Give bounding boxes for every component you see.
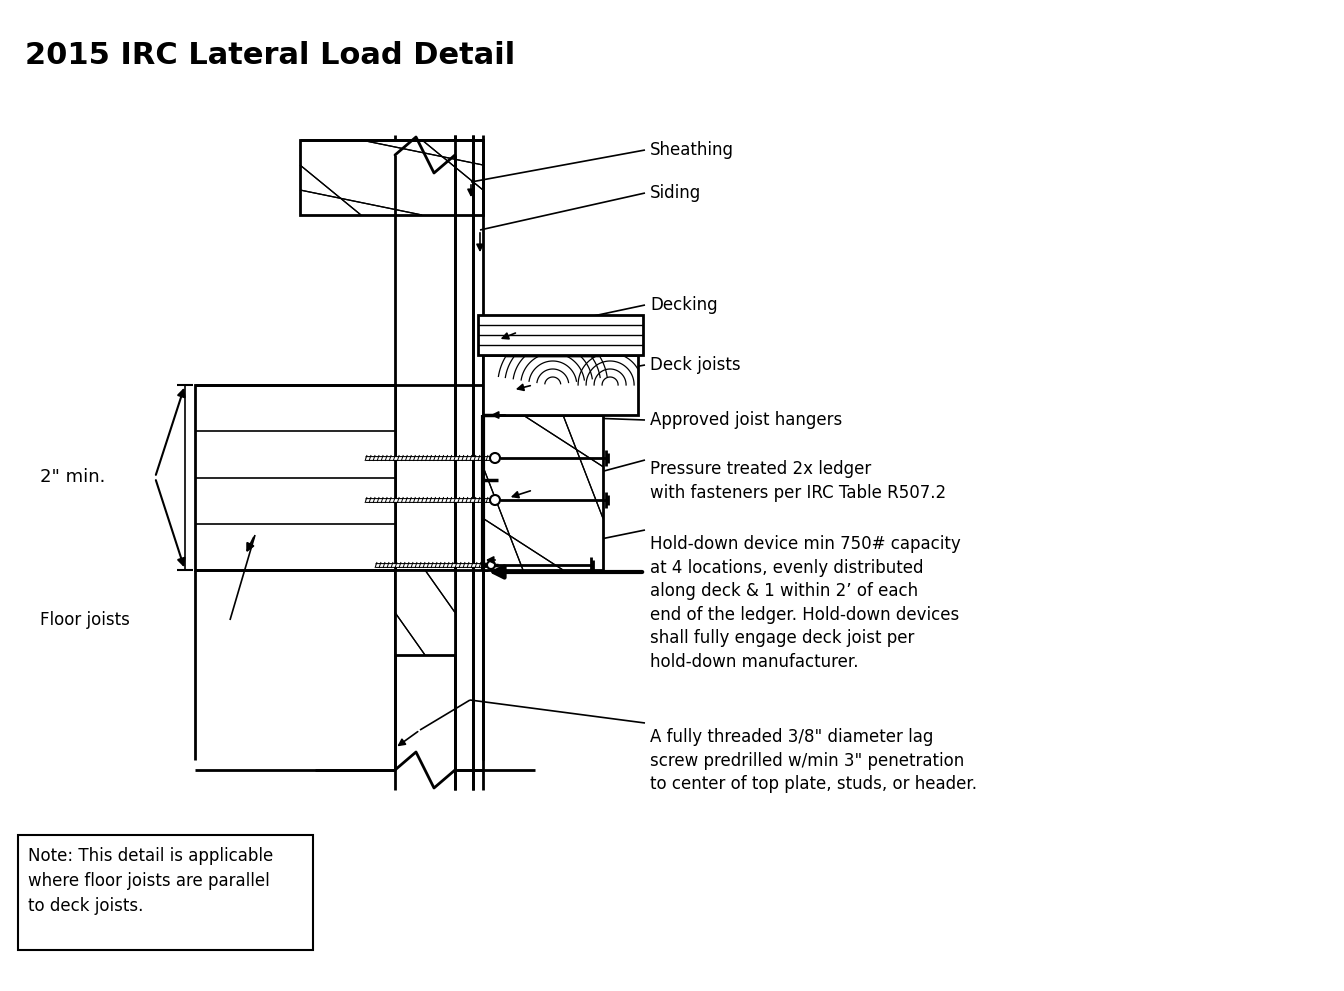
Text: Pressure treated 2x ledger
with fasteners per IRC Table R507.2: Pressure treated 2x ledger with fastener…: [650, 460, 946, 501]
Bar: [195, 385, 395, 570]
Text: Hold-down device min 750# capacity
at 4 locations, evenly distributed
along deck: Hold-down device min 750# capacity at 4 …: [650, 535, 961, 671]
Text: Approved joist hangers: Approved joist hangers: [650, 411, 843, 429]
Bar: [395, 570, 456, 655]
Bar: [478, 315, 642, 355]
Text: A fully threaded 3/8" diameter lag
screw predrilled w/min 3" penetration
to cent: A fully threaded 3/8" diameter lag screw…: [650, 728, 977, 793]
Bar: [17, 835, 313, 950]
Circle shape: [487, 561, 495, 569]
Bar: [300, 140, 482, 215]
Circle shape: [491, 495, 500, 505]
Bar: [482, 415, 603, 570]
Text: 2" min.: 2" min.: [40, 469, 105, 487]
Bar: [482, 355, 638, 415]
Text: Deck joists: Deck joists: [650, 356, 741, 374]
Text: Floor joists: Floor joists: [40, 611, 130, 629]
Text: Sheathing: Sheathing: [650, 141, 734, 159]
Text: Note: This detail is applicable
where floor joists are parallel
to deck joists.: Note: This detail is applicable where fl…: [28, 847, 273, 915]
Text: 2015 IRC Lateral Load Detail: 2015 IRC Lateral Load Detail: [26, 41, 515, 69]
Text: Decking: Decking: [650, 296, 718, 314]
Circle shape: [491, 453, 500, 463]
Text: Siding: Siding: [650, 184, 702, 202]
